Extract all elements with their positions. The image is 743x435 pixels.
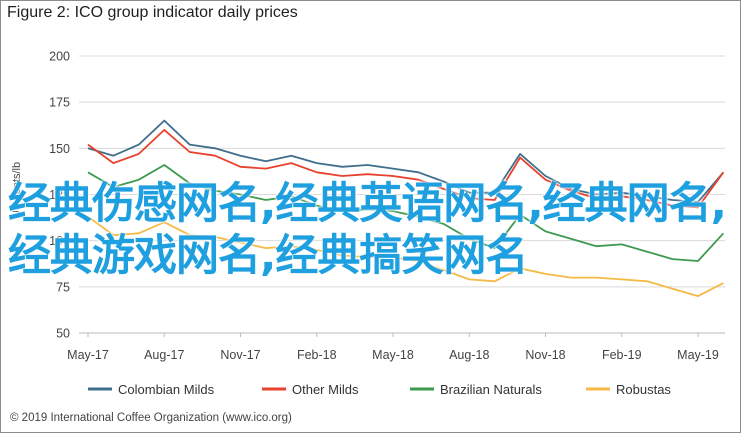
x-axis: May-17 Aug-17 Nov-17 Feb-18 May-18 Aug-18 Nov-… <box>67 333 719 362</box>
series-line-colombian-milds <box>87 119 725 203</box>
x-tick-label: Feb-18 <box>297 348 337 362</box>
x-tick-label: May-19 <box>677 348 719 362</box>
legend-label: Brazilian Naturals <box>440 382 542 397</box>
legend-label: Other Milds <box>292 382 359 397</box>
series-lines <box>87 119 725 298</box>
x-tick-label: Nov-17 <box>220 348 260 362</box>
legend: Colombian Milds Other Milds Brazilian Natu… <box>88 382 671 397</box>
x-tick-label: Feb-19 <box>602 348 642 362</box>
y-tick-label: 150 <box>49 142 70 156</box>
y-tick-label: 100 <box>49 234 70 248</box>
series-line-robustas <box>87 215 724 298</box>
y-axis-label: US cents/lb <box>11 162 23 218</box>
x-tick-label: May-17 <box>67 348 109 362</box>
x-tick-label: Aug-18 <box>449 348 489 362</box>
x-tick-label: Aug-17 <box>144 348 184 362</box>
x-tick-label: Nov-18 <box>525 348 565 362</box>
watermark-overlay-text: 经典伤感网名,经典英语网名,经典网名,经典游戏网名,经典搞笑网名 <box>8 179 727 281</box>
series-line-brazilian-naturals <box>87 164 725 262</box>
y-tick-label: 175 <box>49 96 70 110</box>
source-credit: © 2019 International Coffee Organization… <box>10 412 292 424</box>
x-tick-label: May-18 <box>372 348 414 362</box>
y-tick-label: 50 <box>56 327 70 341</box>
y-tick-label: 125 <box>49 188 70 202</box>
legend-label: Colombian Milds <box>118 382 215 397</box>
y-axis: 50 75 100 125 150 175 200 <box>49 50 70 341</box>
chart-title: Figure 2: ICO group indicator daily pric… <box>7 4 298 21</box>
series-line-other-milds <box>87 128 725 209</box>
legend-label: Robustas <box>616 382 671 397</box>
y-tick-label: 200 <box>49 50 70 64</box>
y-tick-label: 75 <box>56 280 70 294</box>
